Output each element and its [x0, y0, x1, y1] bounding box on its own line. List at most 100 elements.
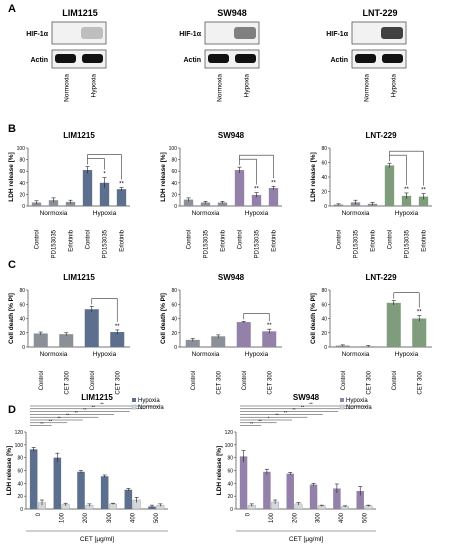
category-label: 500	[362, 512, 368, 523]
bar	[59, 334, 74, 347]
category-label: 300	[107, 512, 113, 523]
group-label: Normoxia	[192, 351, 220, 358]
y-axis-label: LDH release [%]	[160, 152, 167, 202]
chart-title: SW948	[218, 131, 245, 140]
legend-swatch	[131, 404, 137, 410]
bar	[33, 333, 48, 347]
legend-swatch	[340, 398, 344, 402]
bar	[84, 309, 99, 347]
bar	[236, 322, 251, 347]
category-label: Control	[191, 371, 197, 390]
panel-label: A	[8, 3, 16, 15]
y-tick-label: 20	[171, 192, 177, 198]
y-tick-label: 0	[324, 345, 327, 351]
y-tick-label: 20	[171, 331, 177, 337]
category-label: Erlotinib	[422, 229, 428, 251]
category-label: Erlotinib	[272, 229, 278, 251]
category-label: Erlotinib	[371, 229, 377, 251]
chart-D-LIM1215: LIM1215 0 20 40 60 80 100 120 LDH release [%] 0 10…	[6, 393, 168, 543]
category-label: Control	[392, 371, 398, 390]
bar	[100, 476, 109, 509]
y-tick-label: 0	[20, 507, 23, 513]
significance-mark: **	[49, 418, 53, 423]
significance-mark: **	[421, 188, 426, 194]
significance-mark: **	[40, 421, 44, 426]
blot-row-label: HIF-1α	[26, 31, 49, 38]
bar	[29, 449, 38, 509]
category-label: Control	[187, 230, 193, 249]
y-tick-label: 40	[321, 175, 327, 181]
category-label: CET 300	[115, 370, 121, 394]
legend-swatch	[132, 398, 136, 402]
category-label: Control	[341, 371, 347, 390]
x-axis-label: CET [µg/ml]	[80, 536, 115, 543]
category-label: 200	[292, 512, 298, 523]
bar	[268, 188, 279, 206]
y-axis-label: LDH release [%]	[216, 446, 223, 496]
bar	[77, 471, 85, 509]
bar	[200, 202, 211, 206]
significance-mark: **	[301, 404, 305, 409]
blot-lane-label: Hypoxia	[244, 74, 251, 98]
blot-lane-label: Normoxia	[364, 74, 371, 102]
y-tick-label: 0	[174, 204, 177, 210]
bar	[183, 199, 194, 206]
y-axis-label: LDH release [%]	[6, 446, 13, 496]
category-label: Erlotinib	[69, 229, 75, 251]
category-label: 0	[246, 512, 252, 516]
blot-row-label: HIF-1α	[179, 31, 202, 38]
category-label: CET 300	[216, 370, 222, 394]
significance-mark: **	[83, 407, 87, 412]
bar	[185, 339, 200, 347]
group-label: Hypoxia	[395, 210, 419, 217]
category-label: Control	[39, 371, 45, 390]
y-tick-label: 60	[321, 161, 327, 167]
bar	[110, 332, 125, 347]
y-tick-label: 80	[227, 456, 233, 462]
group-label: Normoxia	[192, 210, 220, 217]
bar	[263, 471, 271, 509]
blot-hif-band	[234, 27, 256, 39]
significance-mark: **	[92, 404, 96, 409]
y-tick-label: 100	[15, 443, 24, 449]
chart-C-LIM1215: LIM1215 0 20 40 60 80 Cell death [% PI] Control…	[8, 273, 130, 395]
blot-title: SW948	[217, 8, 247, 18]
y-tick-label: 40	[321, 317, 327, 323]
y-tick-label: 100	[17, 146, 26, 152]
y-axis-label: LDH release [%]	[8, 152, 15, 202]
bar	[234, 170, 245, 206]
chart-title: LIM1215	[81, 393, 113, 402]
chart-title: LIM1215	[63, 273, 95, 282]
y-tick-label: 20	[19, 192, 25, 198]
y-tick-label: 20	[19, 331, 25, 337]
bar	[262, 331, 277, 347]
y-axis-label: Cell death [% PI]	[310, 293, 317, 344]
bar	[99, 182, 110, 206]
category-label: PD153035	[255, 229, 261, 258]
category-label: 0	[36, 512, 42, 516]
x-axis-label: CET [µg/ml]	[289, 536, 324, 543]
bar	[116, 189, 127, 206]
group-label: Hypoxia	[93, 210, 117, 217]
bar	[217, 202, 228, 206]
blot-lane-label: Hypoxia	[91, 74, 98, 98]
y-tick-label: 120	[15, 430, 24, 436]
y-tick-label: 60	[19, 169, 25, 175]
panel-labels: A B C D	[8, 3, 16, 416]
chart-title: LNT-229	[365, 273, 397, 282]
category-label: 500	[154, 512, 160, 523]
bar	[211, 336, 226, 347]
legend-label: Hypoxia	[346, 398, 368, 404]
category-label: 100	[60, 512, 66, 523]
y-tick-label: 120	[225, 430, 234, 436]
panel-label: D	[8, 404, 16, 416]
significance-mark: **	[284, 410, 288, 415]
y-tick-label: 80	[171, 158, 177, 164]
chart-title: SW948	[293, 393, 320, 402]
category-label: PD153035	[52, 229, 58, 258]
significance-mark: **	[254, 187, 259, 193]
legend-label: Hypoxia	[138, 398, 160, 404]
significance-mark: **	[74, 410, 78, 415]
y-tick-label: 60	[321, 302, 327, 308]
